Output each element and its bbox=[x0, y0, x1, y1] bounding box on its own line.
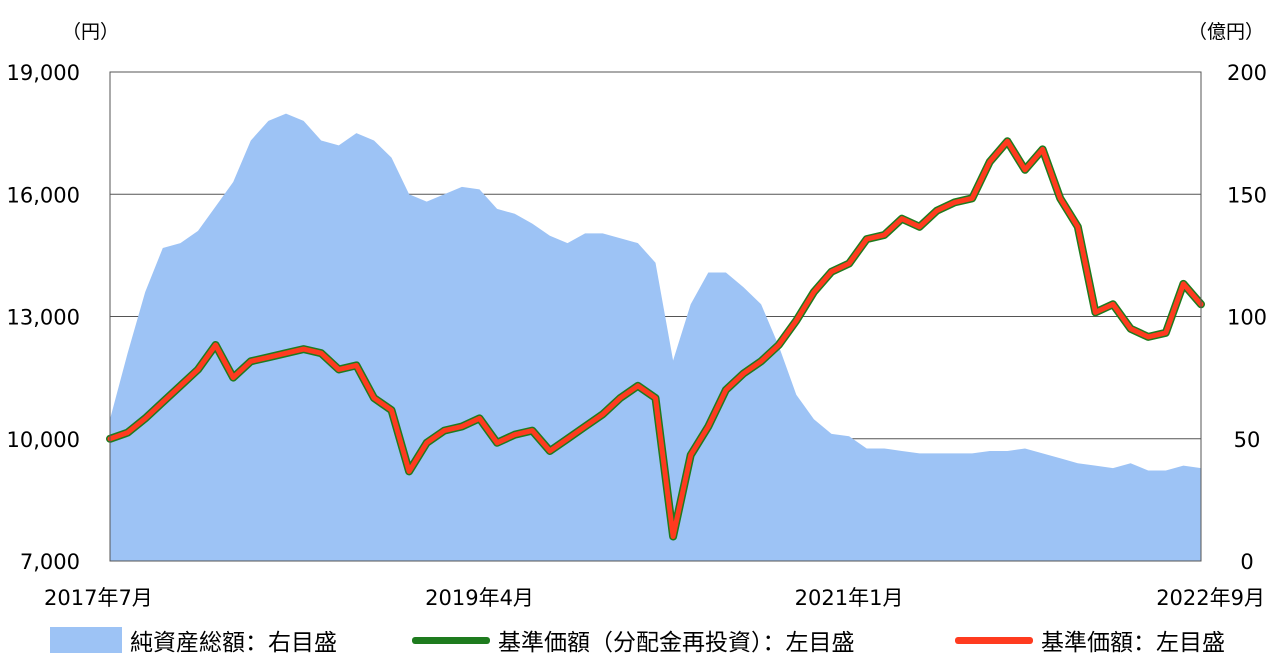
legend: 純資産総額：右目盛 基準価額（分配金再投資）：左目盛 基準価額：左目盛 bbox=[0, 618, 1283, 662]
legend-swatch-net-assets bbox=[50, 627, 122, 653]
x-tick-label: 2017年7月 bbox=[44, 586, 153, 610]
legend-label-net-assets: 純資産総額：右目盛 bbox=[130, 630, 337, 656]
legend-label-nav: 基準価額：左目盛 bbox=[1041, 630, 1225, 656]
left-axis-ticks: 7,000 10,000 13,000 16,000 19,000 bbox=[7, 61, 80, 574]
right-axis-ticks: 0 50 100 150 200 bbox=[1227, 61, 1267, 574]
right-tick-label: 100 bbox=[1227, 306, 1267, 330]
right-tick-label: 0 bbox=[1240, 550, 1253, 574]
legend-item-nav-reinvested: 基準価額（分配金再投資）：左目盛 bbox=[412, 618, 855, 662]
left-tick-label: 13,000 bbox=[7, 306, 80, 330]
right-tick-label: 200 bbox=[1227, 61, 1267, 85]
legend-label-nav-reinvested: 基準価額（分配金再投資）：左目盛 bbox=[498, 630, 855, 656]
net-assets-area-layer bbox=[110, 113, 1201, 561]
legend-item-net-assets: 純資産総額：右目盛 bbox=[50, 618, 337, 662]
left-tick-label: 16,000 bbox=[7, 183, 80, 207]
legend-item-nav: 基準価額：左目盛 bbox=[955, 618, 1225, 662]
legend-swatch-nav-reinvested bbox=[412, 636, 490, 644]
left-tick-label: 10,000 bbox=[7, 428, 80, 452]
legend-swatch-nav bbox=[955, 636, 1033, 644]
nav-lines-layer bbox=[106, 137, 1205, 541]
left-tick-label: 7,000 bbox=[20, 550, 80, 574]
x-tick-label: 2019年4月 bbox=[425, 586, 534, 610]
x-tick-label: 2022年9月 bbox=[1156, 586, 1265, 610]
right-tick-label: 50 bbox=[1234, 428, 1261, 452]
fund-performance-chart: （円） （億円） 7,000 10,000 13,000 16,000 19,000 0… bbox=[7, 21, 1268, 610]
right-axis-unit: （億円） bbox=[1188, 21, 1264, 43]
x-axis-ticks: 2017年7月 2019年4月 2021年1月 2022年9月 bbox=[44, 586, 1265, 610]
left-tick-label: 19,000 bbox=[7, 61, 80, 85]
x-tick-label: 2021年1月 bbox=[795, 586, 904, 610]
plot-border bbox=[109, 71, 1202, 562]
right-tick-label: 150 bbox=[1227, 183, 1267, 207]
net-assets-area bbox=[110, 113, 1201, 561]
nav-line bbox=[107, 138, 1204, 539]
left-axis-unit: （円） bbox=[62, 21, 119, 43]
